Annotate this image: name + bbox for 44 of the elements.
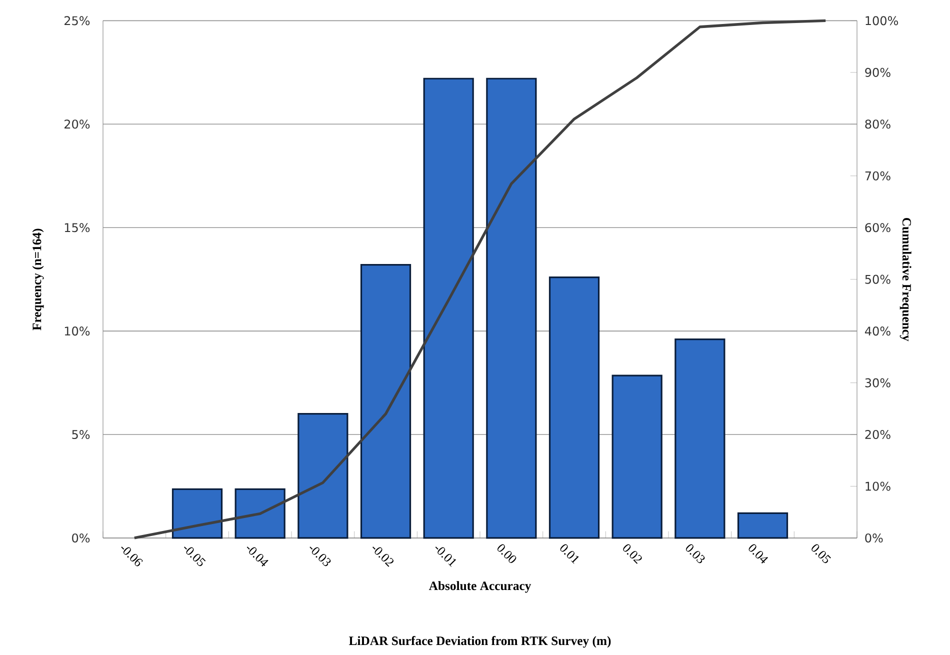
y-axis-title: Frequency (n=164) — [32, 228, 44, 330]
y-tick-label: 5% — [72, 430, 90, 440]
y2-tick-label: 80% — [865, 120, 890, 129]
x-tick-label: 0.02 — [623, 544, 642, 564]
bar — [298, 413, 348, 539]
line-series — [133, 19, 827, 540]
y2-tick-label: 0% — [865, 533, 883, 543]
y2-tick-label: 90% — [865, 68, 890, 77]
bar — [360, 264, 412, 539]
y-tick-label: 20% — [64, 120, 90, 129]
y2-axis-title: Cumulative Frequency — [900, 218, 912, 342]
y2-tick-label: 100% — [866, 16, 898, 26]
bar — [612, 374, 662, 539]
x-axis-title: Absolute Accuracy — [428, 581, 532, 593]
bar — [737, 512, 788, 539]
x-tick-label: -0.04 — [246, 546, 268, 566]
y2-tick-label: 50% — [865, 274, 890, 284]
y-tick-label: 10% — [64, 326, 90, 336]
y-tick-label: 25% — [64, 16, 90, 26]
bar — [234, 488, 286, 539]
bar — [172, 488, 223, 539]
y-tick-label: 15% — [64, 223, 90, 232]
y2-tick-label: 10% — [866, 482, 890, 491]
x-tick-label: -0.03 — [310, 546, 331, 566]
bar — [548, 276, 600, 539]
bar — [674, 338, 726, 539]
y2-tick-label: 40% — [864, 326, 890, 336]
x-tick-label: -0.02 — [372, 546, 394, 567]
x-tick-label: 0.04 — [748, 544, 768, 564]
x-tick-label: -0.01 — [435, 546, 456, 567]
bar — [423, 78, 474, 539]
x-tick-label: 0.03 — [686, 544, 705, 564]
x-tick-label: -0.06 — [121, 546, 143, 566]
x-tick-label: 0.05 — [812, 544, 831, 564]
y2-tick-label: 20% — [865, 430, 890, 440]
y2-tick-label: 70% — [865, 171, 890, 180]
y2-tick-label: 30% — [865, 378, 890, 388]
x-tick-label: 0.01 — [560, 544, 579, 564]
x-tick-label: 0.00 — [497, 544, 516, 563]
text: LiDAR Surface Deviation from RTK Survey (m) — [348, 636, 611, 648]
x-tick-label: -0.05 — [184, 546, 206, 566]
bar — [486, 78, 537, 539]
y-tick-label: 0% — [72, 533, 90, 543]
y2-tick-label: 60% — [865, 223, 890, 232]
